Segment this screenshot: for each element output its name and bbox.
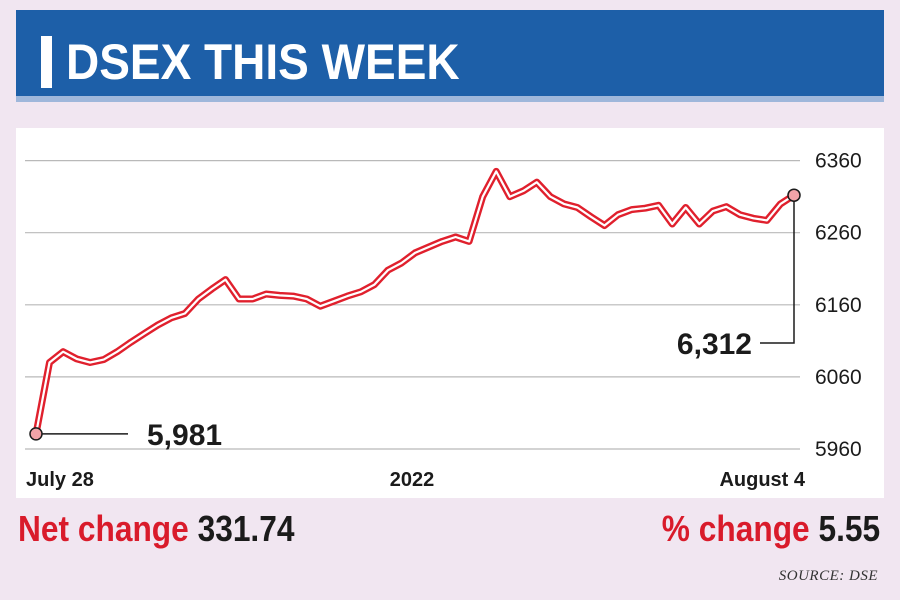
series-line — [32, 167, 798, 438]
pct-change-value: 5.55 — [818, 508, 880, 549]
y-tick-label: 5960 — [815, 438, 862, 461]
source-note: SOURCE: DSE — [778, 568, 878, 584]
series-line-outline — [32, 167, 798, 438]
y-tick-label: 6260 — [815, 222, 862, 245]
header-banner: DSEX THIS WEEK — [16, 10, 884, 102]
net-change-label: Net change — [18, 508, 189, 549]
y-tick-label: 6360 — [815, 150, 862, 173]
start-value-label: 5,981 — [147, 419, 222, 452]
end-marker — [787, 188, 801, 202]
pct-change: % change 5.55 — [662, 508, 880, 550]
annotations: 5,981 6,312 — [29, 188, 801, 452]
net-change: Net change 331.74 — [18, 508, 294, 550]
end-value-label: 6,312 — [677, 328, 752, 361]
x-tick-labels: July 28 2022 August 4 — [26, 469, 806, 491]
x-tick-label: August 4 — [719, 469, 805, 491]
pct-change-label: % change — [661, 508, 810, 549]
gridlines — [25, 160, 800, 450]
end-leader-line — [760, 195, 795, 344]
x-tick-label: July 28 — [26, 469, 94, 491]
net-change-value: 331.74 — [197, 508, 295, 549]
chart-title: DSEX THIS WEEK — [66, 34, 460, 90]
header-accent-bar — [41, 36, 52, 88]
series-line-highlight — [34, 170, 796, 435]
x-tick-label: 2022 — [390, 469, 435, 491]
start-marker — [29, 427, 43, 441]
y-tick-label: 6160 — [815, 294, 862, 317]
y-tick-labels: 5960 6060 6160 6260 6360 — [815, 150, 862, 461]
y-tick-label: 6060 — [815, 366, 862, 389]
plot-background — [16, 128, 884, 498]
